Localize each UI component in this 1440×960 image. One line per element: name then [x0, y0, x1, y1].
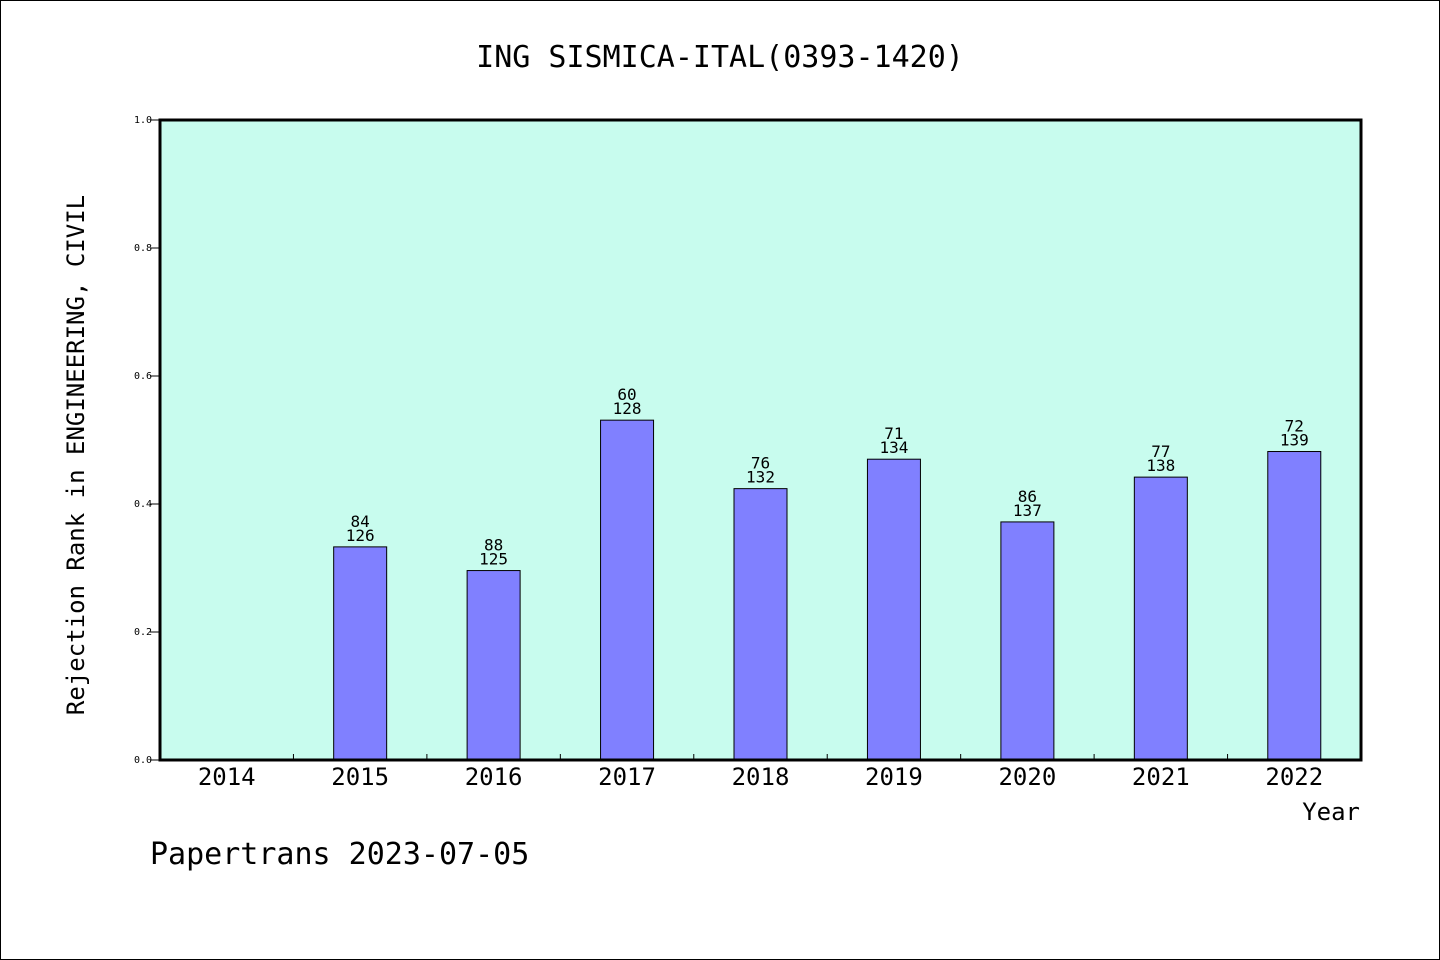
rank-label: 88 — [484, 536, 503, 555]
total-label: 139 — [1280, 431, 1309, 450]
total-label: 132 — [746, 468, 775, 487]
rank-label: 76 — [751, 454, 770, 473]
total-label: 126 — [346, 526, 375, 545]
total-label: 138 — [1146, 456, 1175, 475]
bar-2015 — [333, 546, 388, 761]
x-tick-label: 2014 — [198, 763, 256, 791]
x-axis-label: Year — [1302, 798, 1360, 826]
x-tick-label: 2020 — [998, 763, 1056, 791]
bars-group — [333, 419, 1322, 761]
plot-border — [158, 118, 1363, 762]
y-tick-label: 0.0 — [134, 755, 152, 766]
y-tick-label: 0.2 — [134, 627, 152, 638]
rank-label: 72 — [1285, 417, 1304, 436]
x-tick-label: 2015 — [331, 763, 389, 791]
rank-label: 86 — [1018, 487, 1037, 506]
y-tick-label: 0.6 — [134, 371, 152, 382]
x-tick-label: 2018 — [732, 763, 790, 791]
y-tick-label: 1.0 — [134, 115, 152, 126]
y-tick-label: 0.4 — [134, 499, 152, 510]
x-tick-label: 2021 — [1132, 763, 1190, 791]
rank-label: 71 — [884, 424, 903, 443]
bar-2017 — [600, 419, 655, 761]
bar-2022 — [1267, 451, 1322, 761]
x-tick-label: 2016 — [465, 763, 523, 791]
total-label: 137 — [1013, 501, 1042, 520]
chart-title: ING SISMICA-ITAL(0393-1420) — [476, 40, 964, 75]
bar-2018 — [733, 488, 788, 761]
y-tick-label: 0.8 — [134, 243, 152, 254]
total-label: 125 — [479, 550, 508, 569]
bar-2021 — [1133, 476, 1188, 761]
y-axis-ticks: 0.0 0.2 0.4 0.6 0.8 1.0 — [134, 115, 160, 766]
y-axis-label: Rejection Rank in ENGINEERING, CIVIL — [62, 195, 90, 715]
rank-label: 60 — [617, 385, 636, 404]
bar-2016 — [466, 570, 521, 761]
x-tick-label: 2019 — [865, 763, 923, 791]
total-label: 134 — [879, 438, 908, 457]
rank-label: 77 — [1151, 442, 1170, 461]
x-tick-label: 2017 — [598, 763, 656, 791]
bar-2019 — [866, 458, 921, 761]
x-axis-ticks: 2014 2015 2016 2017 2018 2019 2020 2021 2022 — [198, 754, 1323, 791]
bar-2020 — [1000, 521, 1055, 761]
x-tick-label: 2022 — [1265, 763, 1323, 791]
total-label: 128 — [613, 399, 642, 418]
footer-credit: Papertrans 2023-07-05 — [150, 837, 529, 872]
rank-label: 84 — [351, 512, 370, 531]
